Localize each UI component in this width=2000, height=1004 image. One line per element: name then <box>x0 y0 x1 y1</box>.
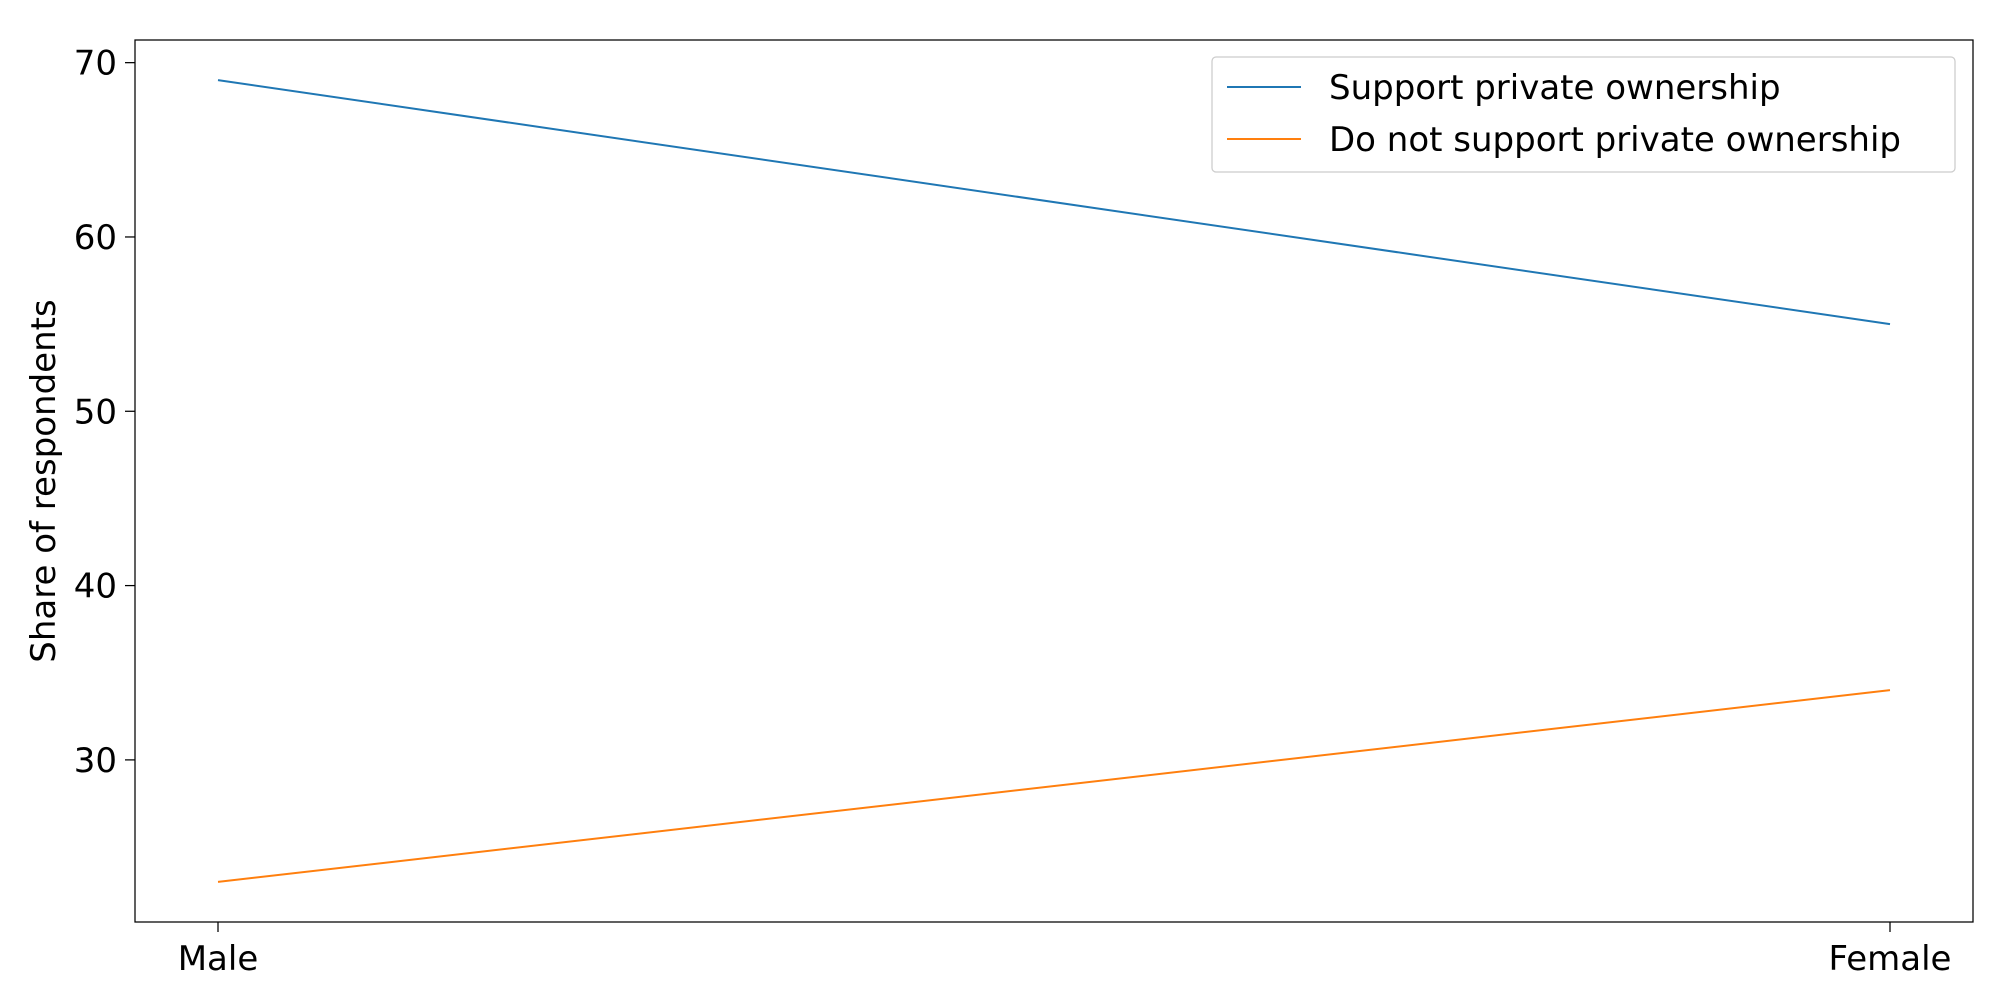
series-lines <box>217 79 1891 883</box>
y-tick-label: 60 <box>74 218 117 258</box>
y-tick-label: 50 <box>74 392 117 432</box>
legend: Support private ownership Do not support … <box>1211 56 1956 173</box>
y-tick-label: 40 <box>74 567 117 607</box>
plot-area-frame <box>134 39 1974 923</box>
legend-label: Do not support private ownership <box>1329 120 1901 160</box>
x-tick-label: Male <box>178 939 259 979</box>
y-axis-label: Share of respondents <box>24 299 64 662</box>
x-tick-label: Female <box>1829 939 1952 979</box>
y-tick-label: 70 <box>74 44 117 84</box>
y-tick-label: 30 <box>74 741 117 781</box>
legend-entries: Support private ownership Do not support … <box>1227 68 1901 160</box>
legend-label: Support private ownership <box>1329 68 1781 108</box>
series-line <box>217 689 1891 883</box>
axis-ticks: 30 40 50 60 70 Male Female <box>74 44 1952 979</box>
series-line <box>217 79 1891 326</box>
legend-box <box>1211 56 1956 173</box>
